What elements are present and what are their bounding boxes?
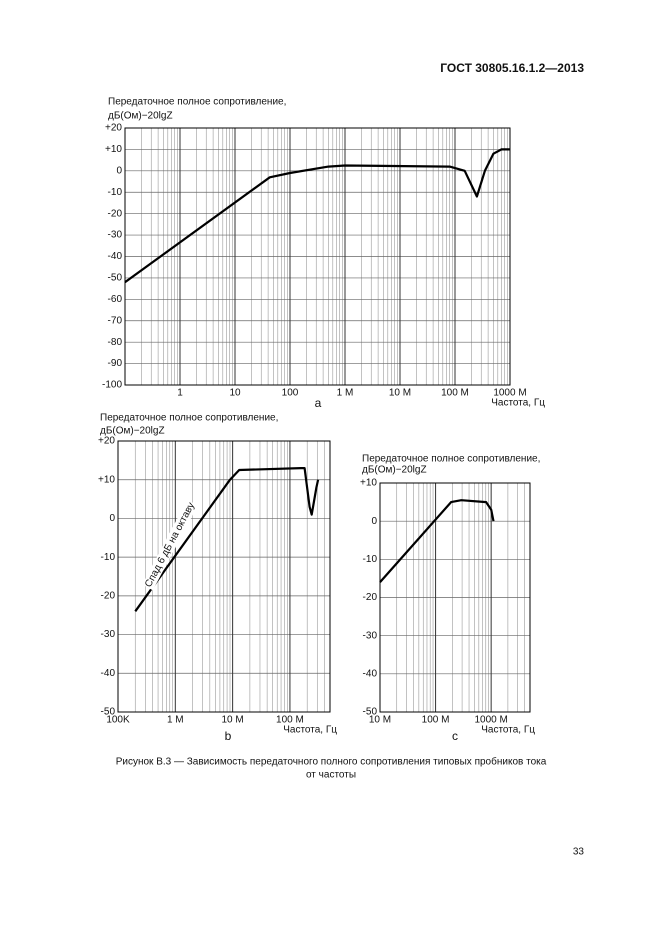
- y-tick-label: -60: [108, 294, 123, 305]
- annotation-bg: [142, 499, 198, 591]
- x-tick-label: 10 M: [389, 388, 411, 399]
- plot-frame: [124, 127, 511, 386]
- caption: Рисунок В.3 — Зависимость передаточного …: [116, 756, 547, 768]
- y-tick-label: -50: [101, 707, 116, 718]
- plot-frame: [117, 440, 331, 713]
- x-tick-label: 10: [229, 388, 241, 399]
- panel-label: b: [225, 729, 232, 743]
- header-title: ГОСТ 30805.16.1.2—2013: [440, 61, 584, 75]
- x-tick-label: 10 M: [369, 715, 391, 726]
- curve: [379, 499, 495, 583]
- y-tick-label: -90: [108, 358, 123, 369]
- curve: [134, 467, 320, 612]
- panel-label: c: [452, 729, 458, 743]
- y-tick-label: -30: [363, 630, 378, 641]
- x-tick-label: 1 M: [337, 388, 354, 399]
- page-number: 33: [573, 847, 585, 858]
- annotation: Спад 6 дБ на октаву: [143, 501, 197, 589]
- y-tick-label: +10: [105, 144, 122, 155]
- x-axis-label: Частота, Гц: [283, 725, 337, 736]
- y-tick-label: -50: [363, 707, 378, 718]
- y-tick-label: -100: [102, 380, 122, 391]
- y-tick-label: 0: [116, 165, 122, 176]
- y-tick-label: -50: [108, 273, 123, 284]
- y-tick-label: -20: [101, 590, 116, 601]
- y-axis-label: Передаточное полное сопротивление,: [100, 413, 278, 424]
- x-tick-label: 1: [177, 388, 183, 399]
- y-tick-label: -80: [108, 337, 123, 348]
- x-axis-label: Частота, Гц: [491, 398, 545, 409]
- y-tick-label: 0: [371, 516, 377, 527]
- panel-label: a: [315, 396, 322, 410]
- caption: от частоты: [306, 770, 356, 781]
- y-axis-label: Передаточное полное сопротивление,: [108, 97, 286, 108]
- y-axis-label: дБ(Ом)−20lgZ: [362, 465, 427, 476]
- y-tick-label: -40: [108, 251, 123, 262]
- y-tick-label: -20: [108, 208, 123, 219]
- y-tick-label: -10: [108, 187, 123, 198]
- y-tick-label: -70: [108, 315, 123, 326]
- x-tick-label: 10 M: [222, 715, 244, 726]
- x-tick-label: 100K: [106, 715, 130, 726]
- y-tick-label: -40: [363, 668, 378, 679]
- y-tick-label: 0: [109, 513, 115, 524]
- y-tick-label: -30: [108, 230, 123, 241]
- y-tick-label: +20: [98, 436, 115, 447]
- x-tick-label: 1 M: [167, 715, 184, 726]
- x-axis-label: Частота, Гц: [481, 725, 535, 736]
- y-tick-label: -10: [363, 554, 378, 565]
- x-tick-label: 1000 M: [493, 388, 526, 399]
- x-tick-label: 100: [282, 388, 299, 399]
- plot-frame: [379, 482, 531, 713]
- curve: [124, 148, 510, 284]
- x-tick-label: 100 M: [441, 388, 469, 399]
- y-tick-label: -10: [101, 552, 116, 563]
- y-tick-label: +20: [105, 123, 122, 134]
- y-axis-label: Передаточное полное сопротивление,: [362, 454, 540, 465]
- x-tick-label: 1000 M: [474, 715, 507, 726]
- y-tick-label: -20: [363, 592, 378, 603]
- y-tick-label: +10: [98, 474, 115, 485]
- y-tick-label: +10: [360, 478, 377, 489]
- y-axis-label: дБ(Ом)−20lgZ: [100, 426, 165, 437]
- x-tick-label: 100 M: [276, 715, 304, 726]
- y-tick-label: -40: [101, 668, 116, 679]
- x-tick-label: 100 M: [422, 715, 450, 726]
- y-axis-label: дБ(Ом)−20lgZ: [108, 111, 173, 122]
- y-tick-label: -30: [101, 629, 116, 640]
